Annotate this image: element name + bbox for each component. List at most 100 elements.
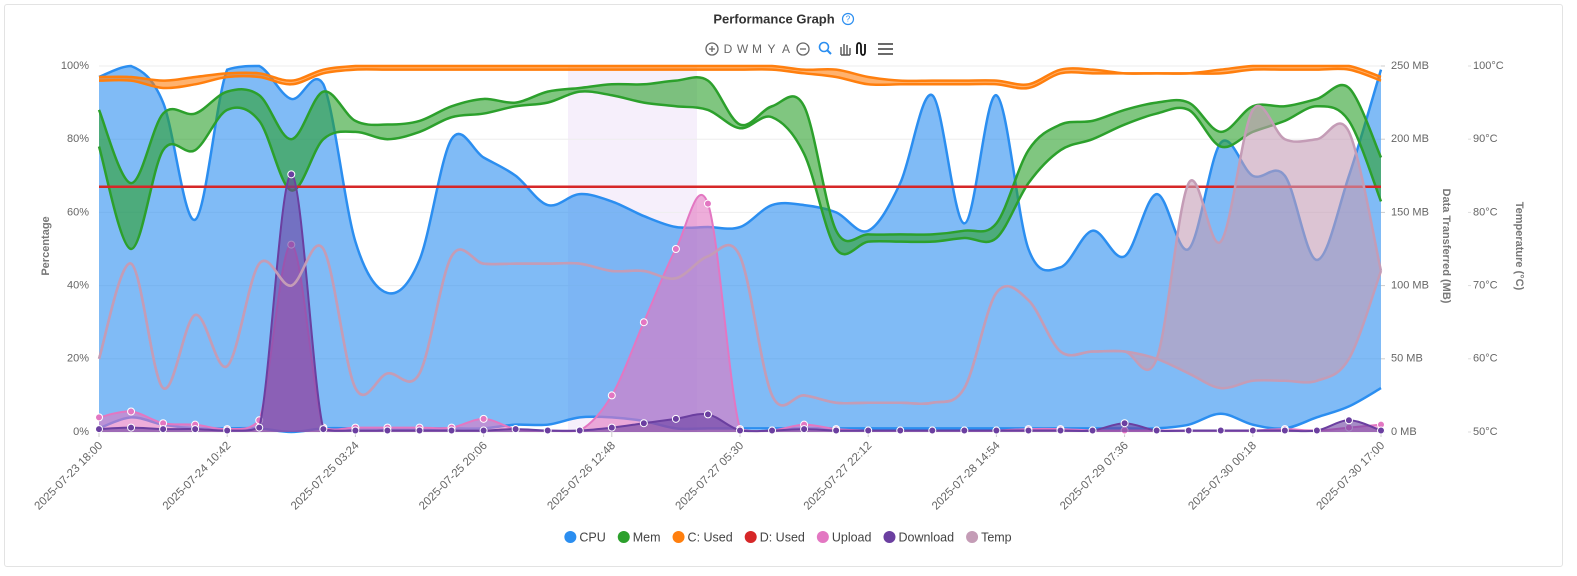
- y-tick-label: 80%: [67, 133, 89, 145]
- legend-label: D: Used: [760, 530, 805, 544]
- zoom-select-icon[interactable]: [818, 41, 832, 55]
- point: [607, 391, 616, 400]
- range-button[interactable]: A: [782, 42, 790, 56]
- range-button[interactable]: M: [752, 42, 762, 56]
- point: [1377, 426, 1385, 435]
- y3-tick-label: 90°C: [1473, 133, 1498, 145]
- legend-item[interactable]: D: Used: [744, 530, 805, 544]
- legend-label: C: Used: [688, 530, 733, 544]
- y-tick-label: 100%: [61, 60, 89, 72]
- y3-axis-title: Temperature (°C): [1513, 202, 1525, 291]
- legend-marker: [672, 531, 685, 543]
- y-tick-label: 0%: [73, 426, 89, 438]
- point: [896, 426, 905, 435]
- x-tick-label: 2025-07-25 03:24: [289, 439, 362, 512]
- point: [703, 410, 712, 419]
- legend-marker: [564, 531, 577, 543]
- point: [255, 423, 264, 432]
- y2-tick-label: 250 MB: [1391, 60, 1429, 72]
- y2-tick-label: 50 MB: [1391, 353, 1423, 365]
- zoom-in-icon[interactable]: [705, 42, 719, 56]
- y3-tick-label: 100°C: [1473, 60, 1504, 72]
- point: [447, 426, 456, 435]
- point: [1312, 426, 1321, 435]
- svg-text:?: ?: [846, 15, 851, 24]
- legend-item[interactable]: Upload: [816, 530, 872, 544]
- legend-item[interactable]: Temp: [966, 530, 1012, 544]
- point: [223, 426, 232, 435]
- point: [1344, 416, 1353, 425]
- legend-marker: [816, 531, 829, 543]
- point: [1216, 426, 1225, 435]
- help-icon[interactable]: ?: [841, 12, 855, 26]
- range-area: [99, 66, 1381, 89]
- point: [992, 426, 1001, 435]
- menu-icon[interactable]: [878, 43, 893, 55]
- legend-label: Temp: [981, 530, 1012, 544]
- legend-item[interactable]: CPU: [564, 530, 606, 544]
- y3-tick-label: 50°C: [1473, 426, 1498, 438]
- y-tick-label: 20%: [67, 353, 89, 365]
- point: [639, 419, 648, 428]
- legend-marker: [966, 531, 979, 543]
- range-button[interactable]: W: [737, 42, 749, 56]
- y3-tick-label: 60°C: [1473, 353, 1498, 365]
- point: [832, 426, 841, 435]
- point: [703, 199, 712, 208]
- y3-tick-label: 80°C: [1473, 206, 1498, 218]
- point: [671, 414, 680, 423]
- x-tick-label: 2025-07-23 18:00: [33, 440, 106, 513]
- legend-label: Upload: [832, 530, 872, 544]
- x-tick-label: 2025-07-27 22:12: [802, 440, 875, 513]
- legend-item[interactable]: Mem: [617, 530, 661, 544]
- point: [768, 426, 777, 435]
- point: [127, 423, 136, 432]
- point: [1184, 426, 1193, 435]
- legend-item[interactable]: Download: [883, 530, 954, 544]
- x-tick-label: 2025-07-27 05:30: [674, 440, 747, 513]
- point: [479, 426, 488, 435]
- x-tick-label: 2025-07-30 17:00: [1315, 440, 1388, 513]
- y-tick-label: 40%: [67, 280, 89, 292]
- point: [736, 426, 744, 435]
- reset-icon[interactable]: [856, 42, 866, 56]
- x-tick-label: 2025-07-25 20:06: [417, 440, 490, 513]
- point: [960, 426, 969, 435]
- x-tick-label: 2025-07-29 07:36: [1058, 440, 1131, 513]
- point: [1088, 426, 1097, 435]
- pan-icon[interactable]: [840, 44, 851, 56]
- point: [1152, 426, 1161, 435]
- range-area: [99, 105, 1381, 406]
- legend-item[interactable]: C: Used: [672, 530, 733, 544]
- zoom-out-icon[interactable]: [796, 42, 810, 56]
- range-button[interactable]: Y: [767, 42, 775, 56]
- range-lower-line: [97, 243, 1383, 407]
- y2-axis-title: Data Transferred (MB): [1440, 189, 1452, 304]
- x-tick-label: 2025-07-26 12:48: [545, 440, 618, 513]
- point: [607, 423, 616, 432]
- chart-title: Performance Graph: [713, 11, 834, 26]
- legend-label: Download: [898, 530, 954, 544]
- point: [575, 426, 584, 435]
- range-area: [99, 66, 1381, 432]
- range-button[interactable]: D: [724, 42, 733, 56]
- point: [191, 425, 200, 434]
- point: [511, 425, 520, 434]
- point: [383, 426, 392, 435]
- y2-tick-label: 0 MB: [1391, 426, 1417, 438]
- point: [95, 425, 103, 434]
- y-tick-label: 60%: [67, 206, 89, 218]
- point: [800, 425, 809, 434]
- y3-tick-label: 70°C: [1473, 280, 1498, 292]
- panel: [4, 4, 1563, 567]
- range-upper-line: [97, 76, 1383, 243]
- y2-tick-label: 100 MB: [1391, 280, 1429, 292]
- y-axis-title: Percentage: [40, 216, 52, 275]
- legend: CPU Mem C: Used D: Used Upload Download Temp: [564, 530, 1012, 544]
- legend-marker: [744, 531, 757, 543]
- range-lower-line: [98, 67, 1382, 90]
- point: [479, 414, 488, 423]
- point: [639, 318, 648, 327]
